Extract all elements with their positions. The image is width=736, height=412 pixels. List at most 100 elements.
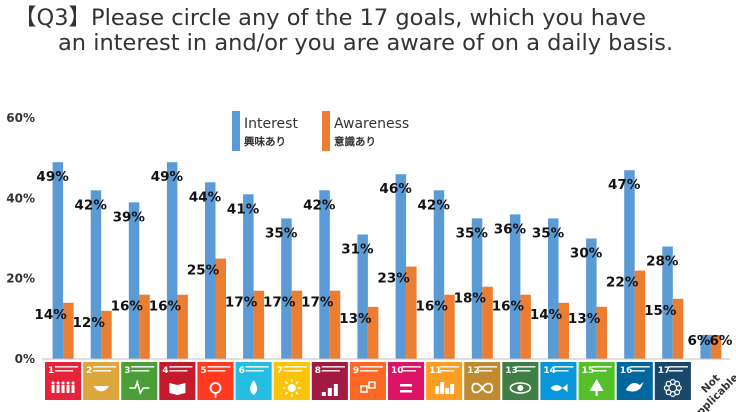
bar-awareness	[101, 310, 112, 359]
bar-interest	[243, 194, 254, 359]
sdg-tile-background	[121, 362, 158, 400]
bar-interest	[281, 218, 292, 359]
sdg-tile-background	[616, 362, 653, 400]
data-label-interest: 47%	[608, 177, 641, 193]
sdg-caption-line	[359, 370, 378, 372]
bar-awareness	[672, 298, 684, 360]
bar-awareness	[253, 290, 265, 359]
title-line-1: 【Q3】Please circle any of the 17 goals, w…	[14, 5, 646, 31]
data-label-awareness: 16%	[492, 299, 525, 315]
data-label-awareness: 16%	[111, 299, 144, 315]
data-label-awareness: 17%	[301, 295, 334, 311]
data-label-awareness: 17%	[225, 295, 258, 311]
sdg-goal-tile: 16	[616, 362, 653, 400]
data-label-awareness: 6%	[709, 333, 732, 349]
bar-awareness	[482, 286, 493, 359]
data-label-interest: 39%	[113, 209, 146, 225]
sdg-caption-line	[478, 370, 493, 372]
gender-icon	[209, 382, 222, 398]
y-tick-label: 20%	[6, 272, 35, 286]
sdg-caption-line	[516, 366, 536, 368]
bar-interest	[205, 182, 216, 359]
sdg-caption-line	[359, 366, 383, 368]
sdg-caption-line	[283, 366, 307, 368]
y-tick-label: 0%	[15, 352, 35, 366]
data-label-interest: 49%	[151, 169, 184, 185]
bar-interest	[433, 190, 445, 359]
sdg-caption-line	[207, 370, 226, 372]
sdg-caption-line	[516, 370, 531, 372]
legend-swatch-1	[322, 111, 330, 151]
bar-interest	[509, 214, 521, 359]
y-tick-label: 40%	[6, 191, 35, 205]
sdg-goal-number: 1	[48, 366, 54, 376]
sdg-goal-number: 10	[391, 366, 404, 376]
data-label-interest: 41%	[227, 201, 260, 217]
sdg-goal-number: 5	[200, 366, 206, 376]
sdg-goal-tile: 12	[464, 362, 501, 400]
sdg-caption-line	[245, 366, 269, 368]
data-label-interest: 35%	[265, 225, 298, 241]
bar-awareness	[596, 306, 608, 359]
bar-awareness	[215, 258, 226, 359]
sdg-goal-number: 9	[353, 366, 359, 376]
sdg-caption-line	[440, 366, 460, 368]
data-label-awareness: 23%	[377, 271, 410, 287]
sdg-caption-line	[55, 366, 79, 368]
bar-awareness	[406, 266, 417, 359]
sdg-goal-tile: 17	[654, 362, 691, 400]
data-label-interest: 42%	[75, 197, 108, 213]
bar-interest	[624, 170, 635, 359]
data-label-interest: 44%	[189, 189, 222, 205]
rings-icon	[663, 379, 682, 398]
sdg-goal-tile: 4	[159, 362, 196, 400]
sdg-caption-line	[93, 366, 117, 368]
data-label-awareness: 22%	[606, 275, 639, 291]
bar-interest	[319, 190, 330, 359]
sdg-caption-line	[55, 370, 74, 372]
bar-interest	[90, 190, 102, 359]
sdg-tile-background	[464, 362, 501, 400]
legend-swatch-0	[232, 111, 240, 151]
data-label-interest: 46%	[379, 181, 412, 197]
data-label-interest: 35%	[456, 225, 489, 241]
data-label-interest: 35%	[532, 225, 565, 241]
sdg-caption-line	[554, 366, 574, 368]
y-tick-label: 60%	[6, 111, 35, 125]
sdg-tile-background	[540, 362, 577, 400]
data-label-awareness: 16%	[149, 299, 182, 315]
sdg-caption-line	[668, 370, 683, 372]
bar-awareness	[520, 294, 531, 359]
bar-awareness	[329, 290, 341, 359]
sdg-goal-number: 17	[658, 366, 671, 376]
sdg-goal-tile: 14	[540, 362, 577, 400]
data-label-awareness: 13%	[339, 311, 372, 327]
sdg-caption-line	[169, 370, 188, 372]
sdg-caption-line	[283, 370, 302, 372]
bar-interest	[128, 202, 140, 359]
data-label-interest: 28%	[646, 254, 679, 270]
sdg-caption-line	[668, 366, 688, 368]
bar-awareness	[291, 290, 303, 359]
sdg-caption-line	[131, 366, 155, 368]
growth-chart-icon	[321, 384, 338, 396]
sdg-tile-background	[83, 362, 120, 400]
legend-label-1: Awareness	[334, 116, 409, 132]
sdg-caption-line	[207, 366, 231, 368]
data-label-interest: 42%	[303, 197, 336, 213]
sdg-caption-line	[131, 370, 150, 372]
legend-label-jp-1: 意識あり	[334, 135, 376, 148]
sdg-goal-tile: 1	[45, 362, 82, 400]
tree-icon	[589, 379, 604, 396]
bar-interest	[357, 234, 368, 359]
data-label-interest: 31%	[341, 242, 374, 258]
bar-awareness	[710, 334, 722, 359]
sdg-goal-number: 4	[162, 366, 168, 376]
bar-awareness	[63, 302, 74, 359]
sdg-caption-line	[402, 366, 422, 368]
sdg-caption-line	[321, 366, 345, 368]
cubes-icon	[360, 381, 376, 393]
dove-icon	[625, 382, 644, 392]
